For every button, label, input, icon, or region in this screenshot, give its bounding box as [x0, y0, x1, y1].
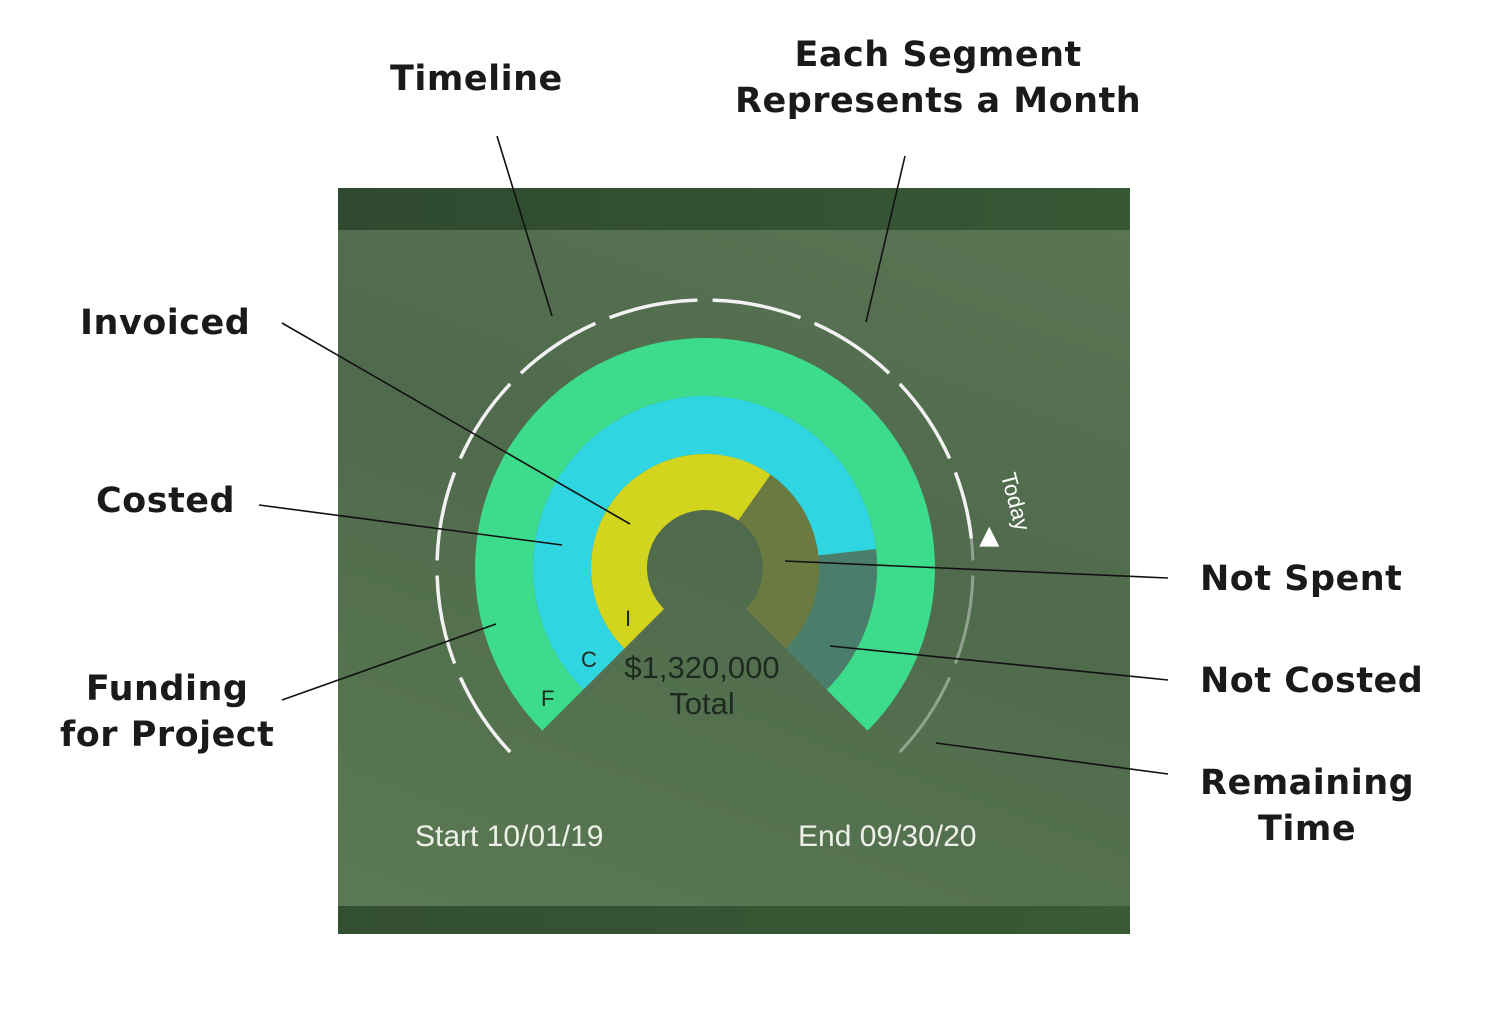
total-amount-value: $1,320,000: [624, 650, 780, 685]
timeline-segment-remaining: [953, 575, 975, 665]
timeline-segment-elapsed: [953, 471, 974, 539]
segment-callout-line1: Each Segment: [794, 35, 1082, 75]
costed-ring-letter: C: [581, 647, 597, 672]
remaining-time-callout: Remaining Time: [1200, 760, 1414, 852]
costed-callout: Costed: [96, 481, 236, 521]
timeline-segment-remaining: [898, 676, 951, 754]
not-spent-callout: Not Spent: [1200, 559, 1403, 599]
invoiced-ring-letter: I: [625, 606, 632, 631]
not-costed-callout: Not Costed: [1200, 661, 1424, 701]
invoiced-ring: [591, 454, 771, 649]
panel-header-bar: [338, 188, 1130, 230]
remaining-time-callout-line1: Remaining: [1200, 763, 1415, 803]
timeline-segment-elapsed: [608, 298, 698, 320]
panel-footer-bar: [338, 906, 1130, 934]
timeline-segment-elapsed: [519, 321, 597, 375]
funding-callout-line1: Funding: [85, 669, 249, 709]
timeline-segment-remaining: [969, 538, 975, 561]
not-spent-segment: [738, 474, 819, 649]
timeline-callout: Timeline: [390, 59, 563, 99]
funding-ring-letter: F: [541, 686, 555, 711]
segment-callout-line2: Represents a Month: [735, 81, 1142, 121]
timeline-segment-elapsed: [458, 382, 512, 460]
funding-callout-line2: for Project: [60, 715, 275, 755]
timeline-segment-elapsed: [435, 575, 457, 665]
timeline-segment-elapsed: [813, 321, 891, 375]
timeline-segment-elapsed: [435, 471, 457, 561]
timeline-segment-elapsed: [898, 382, 952, 460]
today-marker: [979, 526, 1000, 547]
not-costed-segment: [785, 549, 878, 690]
funding-callout: Funding for Project: [60, 666, 274, 758]
segment-callout: Each Segment Represents a Month: [735, 32, 1141, 124]
total-amount: $1,320,000 Total: [582, 650, 822, 722]
invoiced-callout: Invoiced: [80, 303, 251, 343]
timeline-segment-elapsed: [712, 298, 802, 320]
total-amount-label: Total: [669, 686, 735, 721]
start-date: Start 10/01/19: [415, 820, 604, 853]
timeline-segment-elapsed: [458, 676, 512, 754]
end-date: End 09/30/20: [798, 820, 977, 853]
remaining-time-callout-line2: Time: [1258, 809, 1357, 849]
